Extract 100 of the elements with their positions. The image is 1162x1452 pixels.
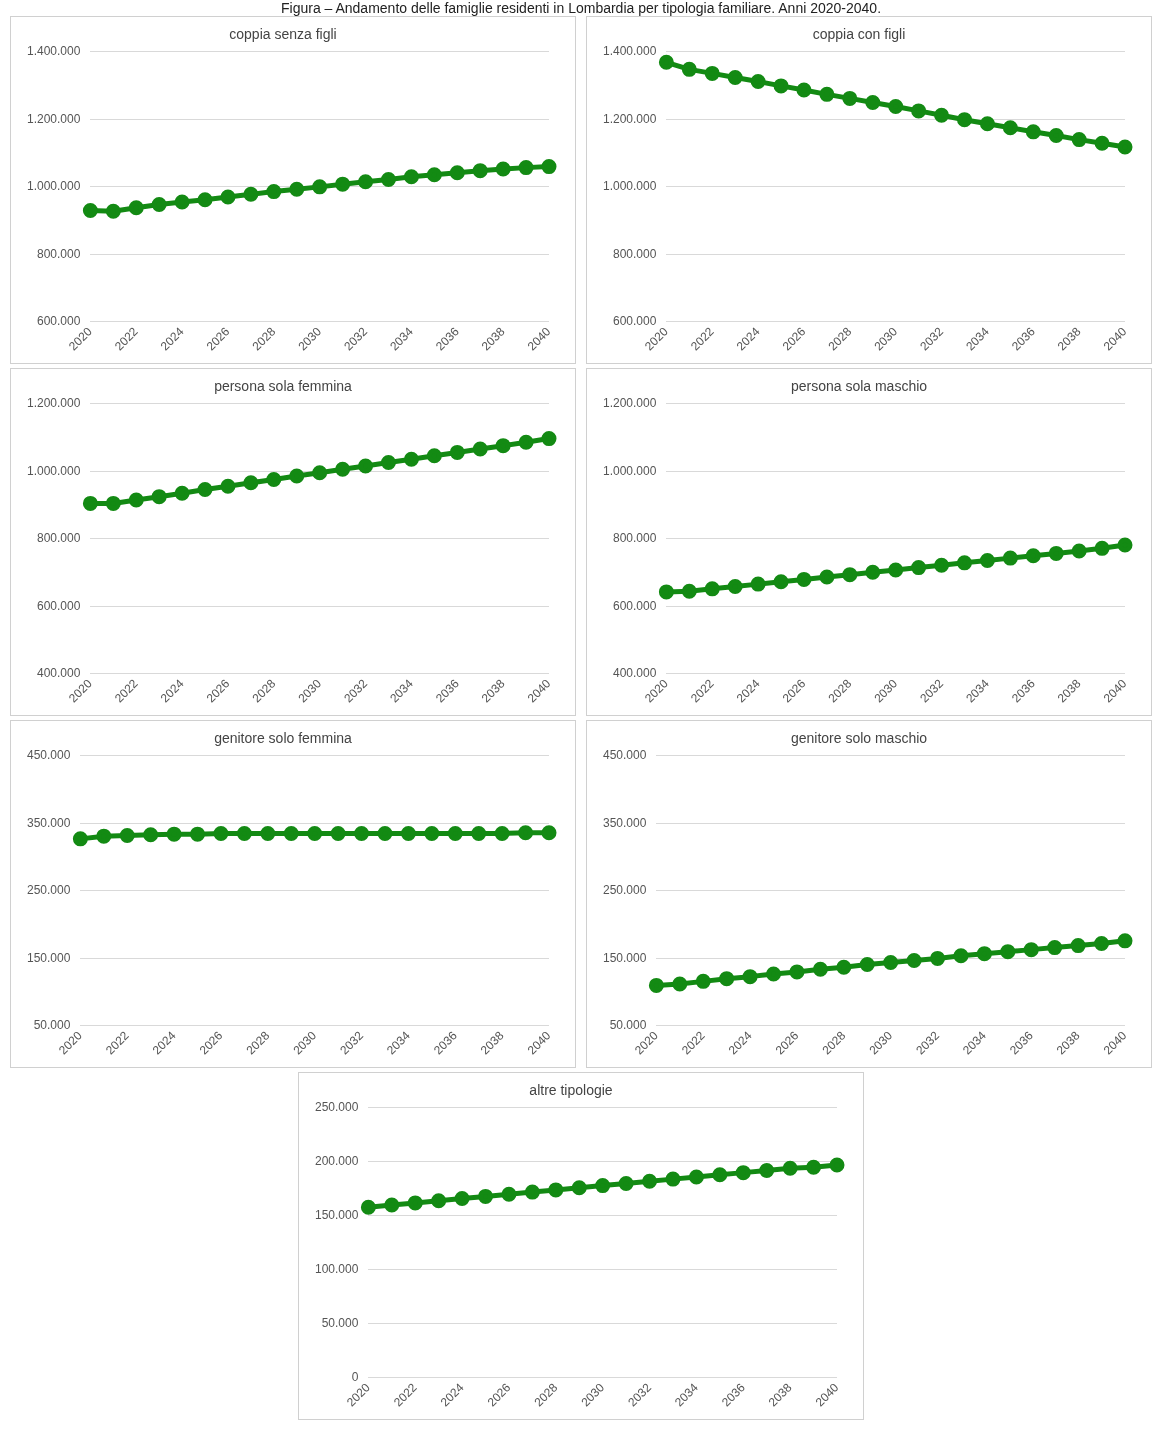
y-tick-label: 250.000: [314, 1100, 359, 1115]
y-tick-label: 150.000: [26, 950, 71, 965]
point: [819, 86, 835, 102]
y-tick-label: 150.000: [314, 1208, 359, 1223]
point: [312, 179, 328, 195]
y-tick-label: 200.000: [314, 1154, 359, 1169]
point: [742, 969, 758, 985]
point: [681, 583, 697, 599]
point: [449, 165, 465, 181]
point: [426, 448, 442, 464]
y-tick-label: 1.200.000: [26, 111, 81, 126]
point: [571, 1180, 587, 1196]
point: [773, 574, 789, 590]
point: [859, 956, 875, 972]
point: [548, 1182, 564, 1198]
point: [1000, 944, 1016, 960]
point: [1117, 139, 1133, 155]
point: [658, 584, 674, 600]
y-tick-label: 50.000: [33, 1018, 71, 1033]
chart-title: coppia senza figli: [229, 26, 337, 43]
point: [1048, 128, 1064, 144]
y-tick-label: 600.000: [36, 314, 81, 329]
point: [243, 475, 259, 491]
point: [727, 578, 743, 594]
point: [688, 1169, 704, 1185]
point: [979, 552, 995, 568]
y-tick-label: 50.000: [321, 1316, 359, 1331]
point: [911, 560, 927, 576]
point: [1117, 537, 1133, 553]
point: [934, 107, 950, 123]
point: [403, 169, 419, 185]
point: [888, 99, 904, 114]
point: [454, 1191, 470, 1207]
point: [541, 159, 557, 175]
chart-title: persona sola femmina: [214, 378, 353, 395]
point: [1070, 938, 1086, 954]
point: [472, 163, 488, 179]
point: [380, 171, 396, 187]
point: [806, 1159, 822, 1175]
point: [335, 176, 351, 192]
point: [358, 458, 374, 474]
point: [220, 189, 236, 205]
point: [595, 1178, 611, 1194]
point: [665, 1171, 681, 1187]
point: [541, 431, 557, 447]
point: [1025, 124, 1041, 140]
point: [151, 196, 167, 212]
point: [956, 112, 972, 128]
point: [829, 1157, 845, 1173]
y-tick-label: 1.000.000: [602, 179, 657, 194]
point: [1025, 548, 1041, 564]
chart-title: genitore solo maschio: [790, 730, 928, 747]
point: [735, 1165, 751, 1181]
y-tick-label: 600.000: [612, 314, 657, 329]
point: [1117, 933, 1133, 949]
point: [658, 54, 674, 70]
point: [403, 451, 419, 467]
point: [618, 1175, 634, 1191]
point: [1071, 543, 1087, 559]
point: [695, 973, 711, 989]
point: [704, 65, 720, 81]
chart-title: genitore solo femmina: [214, 730, 353, 747]
y-tick-label: 400.000: [612, 666, 657, 681]
point: [1071, 132, 1087, 148]
point: [266, 184, 282, 200]
point: [82, 495, 98, 511]
point: [930, 950, 946, 966]
point: [911, 103, 927, 119]
chart-title: persona sola maschio: [790, 378, 928, 395]
y-tick-label: 450.000: [602, 748, 647, 763]
point: [128, 492, 144, 508]
text: Figura – Andamento delle famiglie residenti in Lombardia per tipologia familiare. Anni 2020-2040.: [280, 0, 882, 16]
point: [312, 465, 328, 481]
point: [766, 966, 782, 982]
point: [1094, 540, 1110, 556]
point: [727, 69, 743, 85]
point: [524, 1184, 540, 1200]
point: [672, 976, 688, 992]
y-tick-label: 1.200.000: [26, 396, 81, 411]
y-tick-label: 1.200.000: [602, 396, 657, 411]
point: [197, 192, 213, 208]
y-tick-label: 800.000: [612, 531, 657, 546]
chart-title: altre tipologie: [529, 1082, 613, 1099]
point: [518, 434, 534, 450]
point: [759, 1162, 775, 1178]
point: [1023, 942, 1039, 958]
point: [495, 438, 511, 454]
point: [358, 174, 374, 190]
point: [712, 1167, 728, 1183]
point: [478, 1188, 494, 1204]
point: [243, 186, 259, 202]
point: [426, 167, 442, 183]
y-tick-label: 150.000: [602, 950, 647, 965]
point: [883, 954, 899, 970]
y-tick-label: 250.000: [602, 883, 647, 898]
y-tick-label: 800.000: [36, 246, 81, 261]
point: [750, 74, 766, 90]
point: [704, 581, 720, 597]
y-tick-label: 50.000: [609, 1018, 647, 1033]
point: [174, 194, 190, 210]
